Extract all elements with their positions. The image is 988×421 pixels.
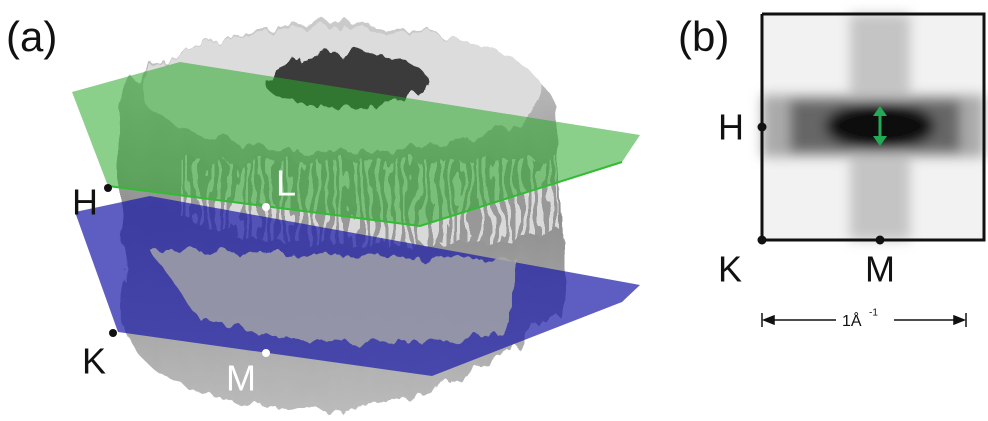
point-label: K	[82, 341, 106, 382]
point-label: H	[72, 182, 98, 223]
point-dot	[758, 123, 767, 132]
point-dot	[104, 184, 112, 192]
panel-label: (b)	[678, 13, 729, 60]
point-label: H	[718, 107, 744, 148]
point-dot	[876, 236, 885, 245]
scale-label: 1Å	[842, 311, 862, 330]
cut-image	[762, 14, 984, 240]
point-dot	[262, 203, 270, 211]
point-label: K	[718, 249, 742, 290]
scale-exponent: -1	[869, 308, 878, 319]
point-dot	[262, 349, 270, 357]
point-label: M	[865, 249, 895, 290]
page: (a) H L K M (b) H K M	[0, 0, 988, 421]
point-dot	[758, 236, 767, 245]
panel-label: (a)	[6, 13, 57, 60]
point-dot	[109, 329, 117, 337]
point-label: M	[226, 358, 256, 399]
figure: (a) H L K M (b) H K M	[0, 0, 988, 421]
point-label: L	[276, 163, 296, 204]
scale-bar	[762, 313, 966, 327]
